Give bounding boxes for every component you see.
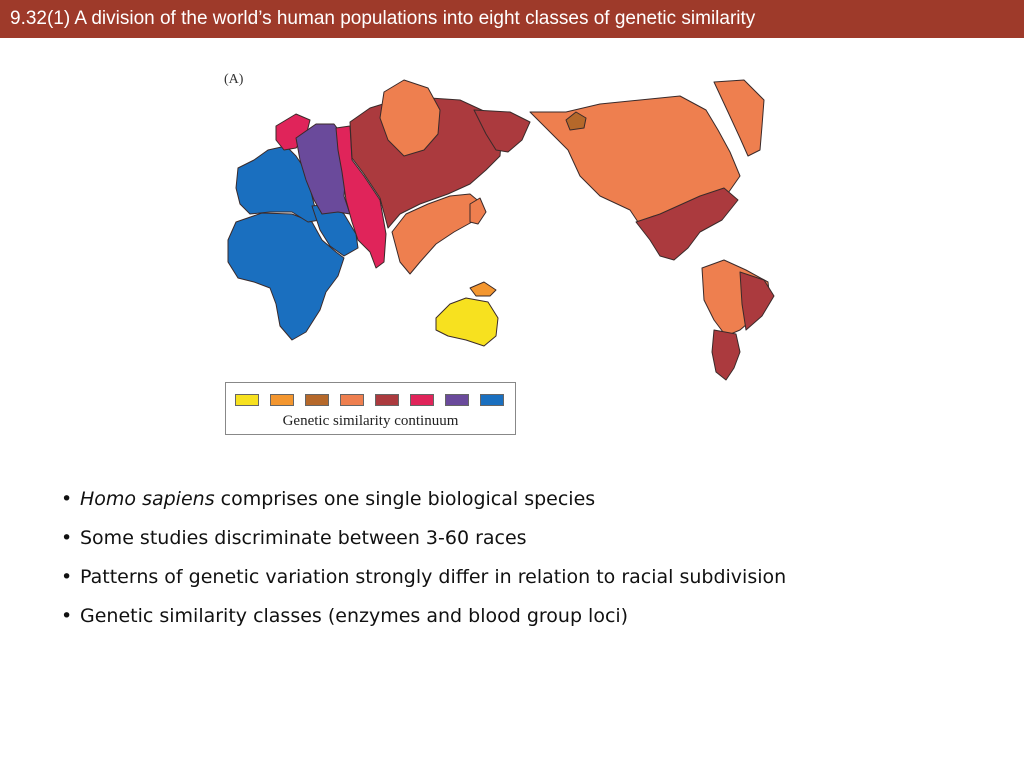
legend-swatch-8 bbox=[480, 394, 504, 406]
bullet-item: Patterns of genetic variation strongly d… bbox=[58, 564, 818, 590]
region-new-guinea bbox=[469, 281, 497, 297]
bullet-text: Some studies discriminate between 3-60 r… bbox=[80, 527, 527, 549]
bullet-list: Homo sapiens comprises one single biolog… bbox=[58, 486, 818, 642]
legend-swatch-5 bbox=[375, 394, 399, 406]
slide-title: 9.32(1) A division of the world’s human … bbox=[0, 0, 1024, 38]
bullet-text: Patterns of genetic variation strongly d… bbox=[80, 566, 787, 588]
bullet-text: comprises one single biological species bbox=[214, 488, 596, 510]
region-central-asia-band bbox=[335, 125, 387, 269]
region-africa bbox=[227, 212, 345, 341]
region-japan bbox=[469, 197, 487, 225]
bullet-item: Some studies discriminate between 3-60 r… bbox=[58, 525, 818, 551]
region-eastern-us bbox=[635, 187, 739, 261]
bullet-item: Homo sapiens comprises one single biolog… bbox=[58, 486, 818, 512]
region-northeast-asia bbox=[379, 79, 441, 157]
legend-caption: Genetic similarity continuum bbox=[282, 413, 459, 429]
legend-swatch-2 bbox=[270, 394, 294, 406]
panel-label: (A) bbox=[224, 72, 244, 87]
region-south-america-south bbox=[711, 329, 741, 381]
legend-swatch-4 bbox=[340, 394, 364, 406]
region-alaska-patch bbox=[565, 111, 587, 131]
region-greenland bbox=[713, 79, 765, 157]
legend-swatches bbox=[235, 394, 504, 406]
bullet-text: Genetic similarity classes (enzymes and … bbox=[80, 605, 629, 627]
legend-swatch-7 bbox=[445, 394, 469, 406]
legend-swatch-6 bbox=[410, 394, 434, 406]
region-south-america-east bbox=[739, 271, 775, 331]
region-bering bbox=[473, 109, 531, 153]
legend-swatch-1 bbox=[235, 394, 259, 406]
bullet-item: Genetic similarity classes (enzymes and … bbox=[58, 603, 818, 629]
legend-swatch-3 bbox=[305, 394, 329, 406]
region-australia bbox=[435, 297, 499, 347]
bullet-italic: Homo sapiens bbox=[80, 488, 215, 510]
legend: Genetic similarity continuum bbox=[225, 382, 516, 435]
